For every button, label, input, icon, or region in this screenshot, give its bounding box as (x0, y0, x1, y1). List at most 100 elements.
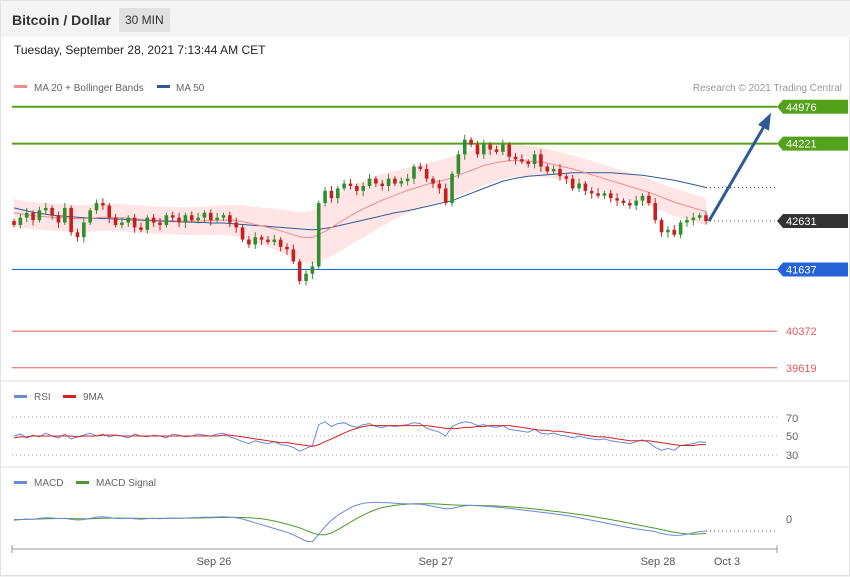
candle-body (507, 144, 511, 157)
chart-title: Bitcoin / Dollar (12, 12, 111, 28)
rsi-tick-50: 50 (786, 431, 798, 443)
candle-body (120, 222, 124, 225)
candle-body (291, 249, 296, 262)
candle-body (189, 215, 194, 221)
candle-body (399, 181, 404, 184)
target-level-label: 40372 (786, 326, 817, 338)
candle-body (577, 183, 581, 189)
current-level-label: 42631 (786, 216, 817, 228)
candle-body (405, 178, 410, 182)
candle-body (177, 217, 181, 223)
candle-body (94, 203, 99, 211)
candle-body (259, 237, 264, 240)
candle-body (628, 203, 632, 206)
candle-body (386, 178, 391, 186)
macd-line (13, 501, 707, 543)
candle-body (202, 212, 207, 218)
ma20-legend-swatch (14, 85, 27, 88)
candle-body (272, 239, 277, 243)
candle-body (18, 217, 23, 225)
candle-body (685, 220, 689, 223)
candle-body (215, 217, 219, 221)
candle-body (526, 161, 531, 165)
candle-body (501, 144, 505, 152)
candle-body (475, 144, 480, 155)
candle-body (37, 210, 42, 221)
candle-body (704, 215, 708, 222)
candle-body (151, 217, 156, 223)
rsi-ma-legend-label: 9MA (83, 392, 104, 403)
support-level-tag (777, 262, 848, 277)
candle-body (50, 207, 54, 216)
bollinger-band-area (14, 143, 706, 264)
candle-body (82, 222, 86, 238)
candle-body (348, 183, 353, 186)
candle-body (634, 200, 638, 206)
candle-body (247, 239, 251, 245)
candle-body (31, 212, 35, 221)
rsi-panel (12, 416, 777, 456)
candle-body (539, 154, 543, 167)
candle-body (672, 229, 677, 235)
candle-body (450, 173, 454, 204)
rsi-legend-label: RSI (34, 392, 51, 403)
candle-body (113, 217, 118, 225)
support-level-label: 41637 (786, 264, 817, 276)
macd-signal-legend-label: MACD Signal (96, 478, 156, 489)
forecast-arrow-head (758, 112, 771, 131)
candle-body (412, 166, 416, 179)
candle-body (240, 227, 245, 240)
candle-body (462, 139, 467, 155)
candle-body (209, 212, 213, 221)
candle-body (551, 168, 556, 172)
candle-body (139, 227, 143, 230)
candle-body (107, 205, 112, 218)
candle-body (424, 168, 429, 179)
candle-body (596, 193, 600, 196)
candle-body (513, 156, 518, 160)
candle-body (647, 195, 651, 204)
macd-signal-line (13, 503, 707, 536)
forecast-arrow-shaft (707, 124, 767, 222)
resistance-level-label: 44221 (786, 139, 817, 151)
candle-body (494, 149, 499, 152)
candle-body (418, 166, 423, 169)
candle-body (170, 215, 175, 218)
candle-body (69, 207, 73, 233)
candle-body (589, 190, 594, 194)
candle-body (678, 222, 683, 235)
rsi-legend-swatch (14, 395, 27, 398)
candle-body (570, 178, 575, 189)
date-line: Tuesday, September 28, 2021 7:13:44 AM C… (14, 43, 266, 57)
candle-body (621, 200, 626, 204)
candle-body (361, 186, 365, 191)
header-bar: Bitcoin / Dollar 30 MIN (1, 1, 850, 37)
ma50-legend-label: MA 50 (176, 83, 205, 94)
ma50-legend-swatch (157, 85, 170, 88)
candle-body (456, 154, 461, 174)
candle-body (393, 178, 397, 184)
rsi-tick-70: 70 (786, 413, 798, 425)
x-tick-label: Oct 3 (714, 556, 740, 568)
candle-body (380, 183, 385, 186)
candle-body (24, 212, 29, 218)
ma20-legend-label: MA 20 + Bollinger Bands (34, 83, 144, 94)
candle-body (56, 215, 61, 223)
candle-body (316, 203, 321, 267)
timeframe-badge[interactable]: 30 MIN (119, 8, 170, 32)
x-tick-label: Sep 26 (197, 556, 232, 568)
candle-body (126, 217, 131, 223)
candle-body (608, 193, 613, 199)
candle-body (88, 210, 92, 223)
candle-body (367, 178, 372, 186)
rsi-tick-30: 30 (786, 450, 798, 462)
rsi-line (13, 421, 707, 452)
candlesticks (12, 134, 708, 286)
candle-body (532, 154, 537, 165)
candle-body (196, 217, 200, 221)
candle-body (602, 193, 607, 196)
candle-body (285, 246, 289, 250)
candle-body (304, 273, 308, 281)
